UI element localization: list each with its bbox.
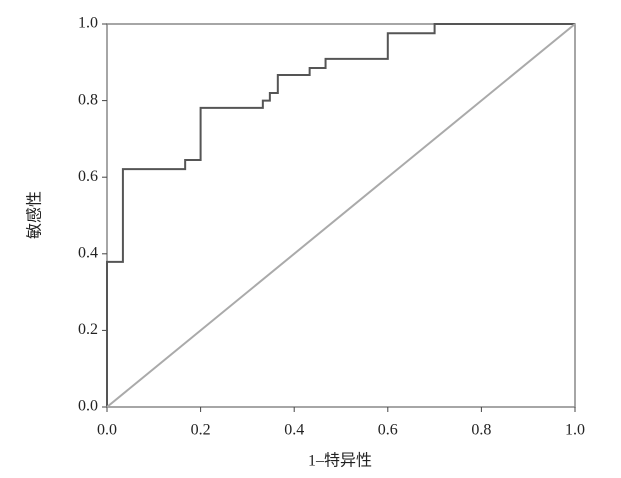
y-tick-label: 0.2 — [78, 321, 98, 338]
y-tick-label: 0.6 — [78, 168, 98, 185]
x-tick-label: 0.8 — [471, 422, 491, 439]
x-tick-label: 0.2 — [191, 422, 211, 439]
plot-frame — [106, 23, 576, 408]
x-tick-label: 1.0 — [565, 422, 585, 439]
x-tick-label: 0.4 — [284, 422, 304, 439]
x-axis-label: 1–特异性 — [308, 452, 372, 470]
y-tick-label: 0.4 — [78, 244, 98, 261]
y-tick-label: 1.0 — [78, 15, 98, 32]
x-tick-label: 0.6 — [378, 422, 398, 439]
series-line — [106, 23, 575, 407]
y-tick-label: 0.0 — [78, 398, 98, 415]
y-axis-label: 敏感性 — [26, 191, 44, 239]
x-tick-label: 0.0 — [97, 422, 117, 439]
series-line — [106, 23, 576, 408]
y-tick-label: 0.8 — [78, 91, 98, 108]
